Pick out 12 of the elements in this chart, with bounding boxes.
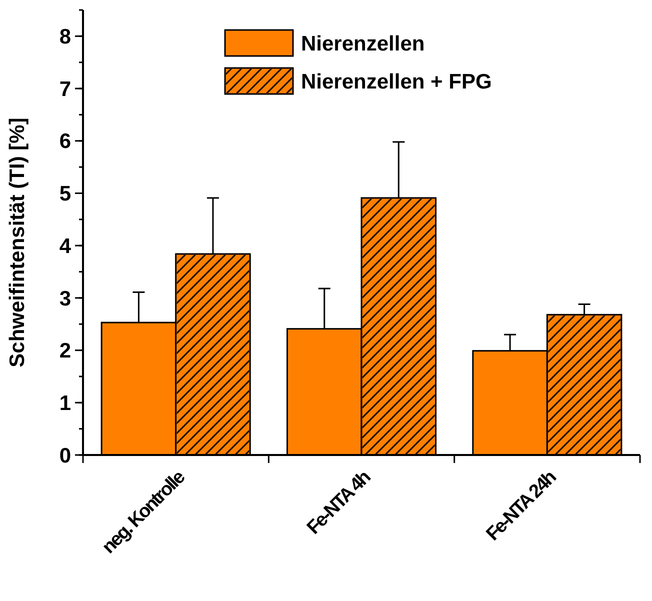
y-tick-label: 1: [59, 392, 72, 415]
y-tick-label: 3: [59, 287, 71, 310]
y-axis-title: Schweifintensität (TI) [%]: [6, 118, 29, 368]
y-tick-label: 7: [59, 78, 71, 101]
y-tick-label: 4: [59, 234, 72, 258]
legend-label: Nierenzellen + FPG: [301, 70, 492, 94]
y-tick-label: 6: [59, 130, 71, 154]
y-tick-label: 8: [59, 26, 72, 49]
y-tick-label: 0: [59, 444, 71, 468]
legend-label: Nierenzellen: [301, 32, 425, 56]
y-tick-label: 5: [59, 182, 72, 206]
y-tick-label: 2: [59, 340, 71, 363]
